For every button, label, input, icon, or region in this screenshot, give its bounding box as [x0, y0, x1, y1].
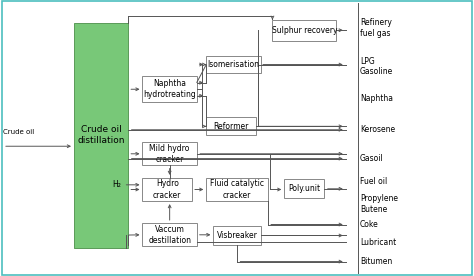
Text: Crude oil
distillation: Crude oil distillation [77, 125, 125, 145]
Text: Bitumen: Bitumen [360, 257, 392, 266]
Text: Lubricant: Lubricant [360, 238, 396, 247]
Bar [206, 56, 261, 73]
Bar [143, 178, 192, 201]
Bar [284, 179, 324, 198]
Text: H₂: H₂ [112, 180, 121, 189]
Text: Sulphur recovery: Sulphur recovery [272, 26, 337, 35]
Text: Gasoil: Gasoil [360, 154, 383, 163]
Bar [143, 76, 197, 102]
Text: Coke: Coke [360, 220, 379, 229]
Bar [273, 20, 336, 41]
Bar [206, 117, 256, 135]
Text: Refinery
fuel gas: Refinery fuel gas [360, 18, 392, 38]
Bar [206, 178, 268, 201]
Text: Hydro
cracker: Hydro cracker [153, 179, 182, 200]
Bar [213, 226, 261, 245]
Text: Crude oil: Crude oil [3, 129, 34, 135]
Bar [74, 23, 128, 248]
Text: Fuel oil: Fuel oil [360, 177, 387, 186]
Text: Isomerisation: Isomerisation [208, 60, 259, 69]
Text: Vaccum
destillation: Vaccum destillation [148, 225, 191, 245]
Text: LPG
Gasoline: LPG Gasoline [360, 57, 393, 76]
Text: Kerosene: Kerosene [360, 125, 395, 134]
Text: Poly.unit: Poly.unit [288, 184, 320, 193]
Text: Fluid catalytic
cracker: Fluid catalytic cracker [210, 179, 264, 200]
Text: Mild hydro
cracker: Mild hydro cracker [149, 144, 190, 164]
Bar [143, 223, 197, 246]
Text: Visbreaker: Visbreaker [217, 231, 257, 240]
Text: Naphtha: Naphtha [360, 94, 393, 103]
Text: Propylene
Butene: Propylene Butene [360, 194, 398, 214]
Text: Naphtha
hydrotreating: Naphtha hydrotreating [143, 79, 196, 99]
Bar [143, 142, 197, 165]
Text: Reformer: Reformer [213, 122, 249, 131]
